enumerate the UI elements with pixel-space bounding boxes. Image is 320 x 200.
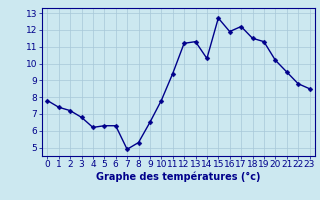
X-axis label: Graphe des températures (°c): Graphe des températures (°c): [96, 172, 261, 182]
